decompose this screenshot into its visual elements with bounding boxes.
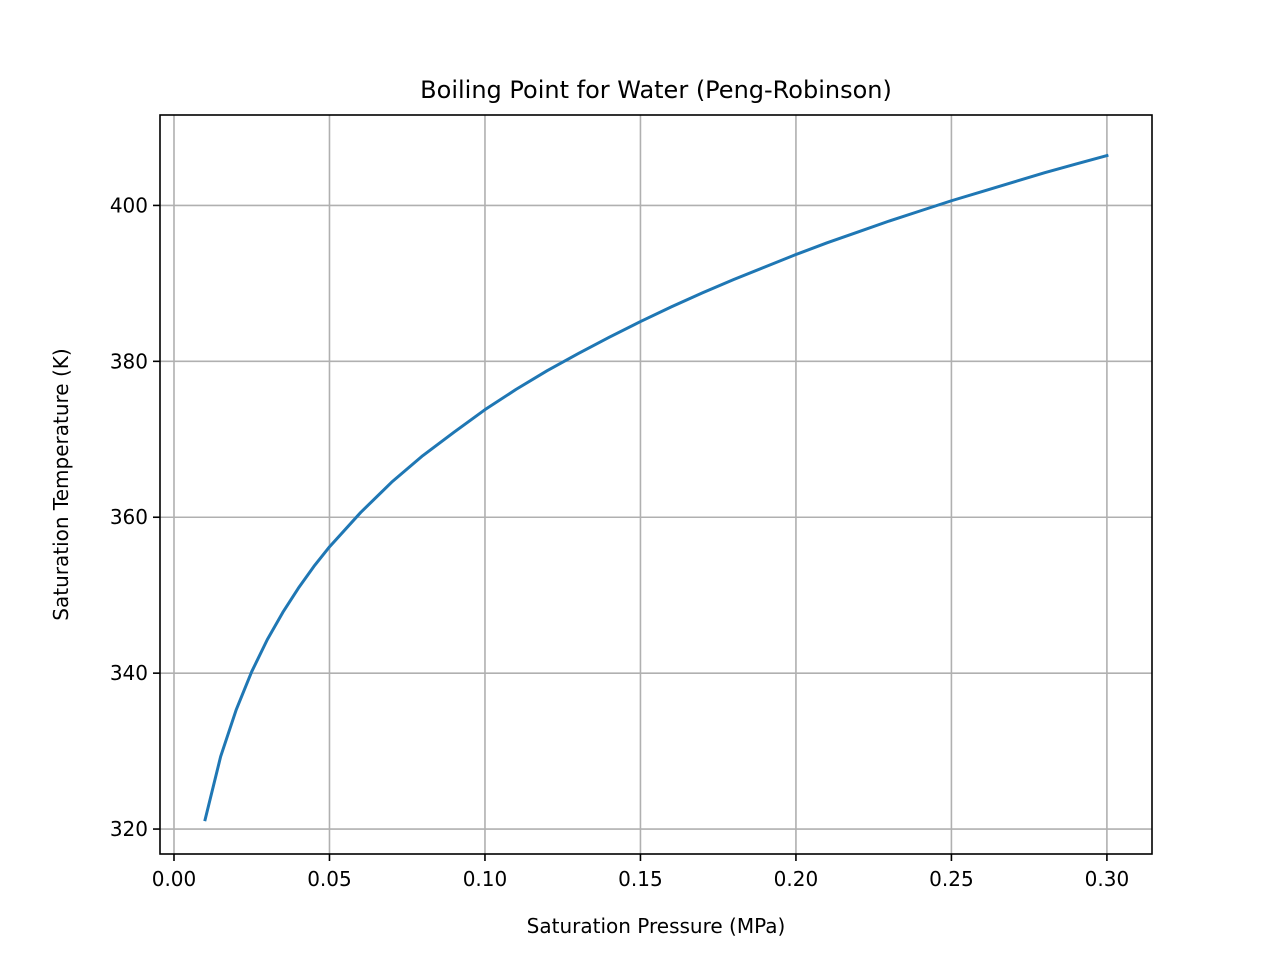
y-tick-label: 400 xyxy=(110,193,148,217)
grid xyxy=(160,115,1152,854)
y-tick-label: 360 xyxy=(110,505,148,529)
y-tick-label: 380 xyxy=(110,349,148,373)
x-axis-ticks: 0.00 0.05 0.10 0.15 0.20 0.25 0.30 xyxy=(152,854,1129,891)
y-tick-label: 340 xyxy=(110,661,148,685)
x-tick-label: 0.05 xyxy=(307,867,352,891)
axes-frame xyxy=(159,114,1153,855)
x-tick-label: 0.00 xyxy=(152,867,197,891)
x-tick-label: 0.10 xyxy=(463,867,508,891)
x-tick-label: 0.20 xyxy=(774,867,819,891)
x-axis-label: Saturation Pressure (MPa) xyxy=(527,914,786,938)
series-line xyxy=(203,153,1109,822)
chart-title: Boiling Point for Water (Peng-Robinson) xyxy=(420,76,892,104)
x-tick-label: 0.30 xyxy=(1085,867,1130,891)
series-layer xyxy=(203,153,1109,822)
x-tick-label: 0.25 xyxy=(929,867,974,891)
y-axis-label: Saturation Temperature (K) xyxy=(49,348,73,620)
y-axis-ticks: 320 340 360 380 400 xyxy=(110,193,160,841)
x-tick-label: 0.15 xyxy=(618,867,663,891)
y-tick-label: 320 xyxy=(110,817,148,841)
